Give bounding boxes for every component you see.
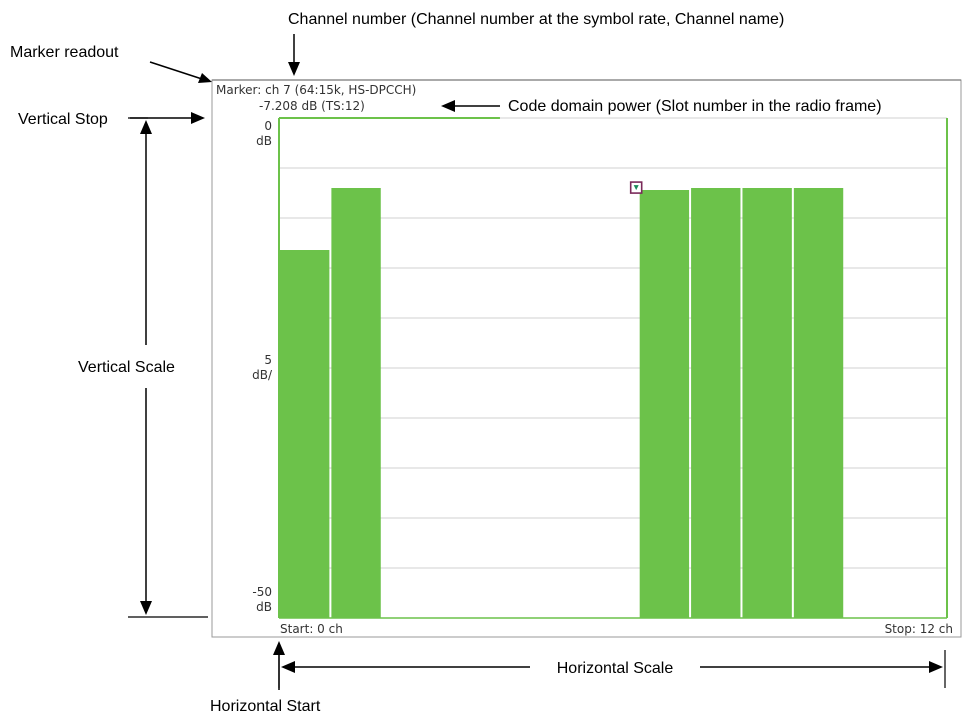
bar-ch-10 xyxy=(793,188,844,618)
vertical-bottom-unit: dB xyxy=(256,600,272,614)
vertical-top-value: 0 xyxy=(264,119,272,133)
channel-number-annotation: Channel number (Channel number at the sy… xyxy=(288,11,784,28)
stop-label: Stop: 12 ch xyxy=(885,622,953,636)
horizontal-start-annotation: Horizontal Start xyxy=(210,698,321,715)
bar-ch-7 xyxy=(639,190,690,618)
vertical-scale-arrowhead-top xyxy=(140,120,152,134)
bar-series xyxy=(280,188,844,618)
vertical-top-unit: dB xyxy=(256,134,272,148)
bar-ch-0 xyxy=(280,250,330,618)
vertical-stop-annotation: Vertical Stop xyxy=(18,111,108,128)
marker-readout-arrowhead xyxy=(198,73,212,83)
bar-ch-8 xyxy=(691,188,741,618)
start-label: Start: 0 ch xyxy=(280,622,343,636)
marker-readout-arrow xyxy=(149,61,203,80)
annotation-layer: Channel number (Channel number at the sy… xyxy=(10,11,946,715)
code-domain-power-arrowhead xyxy=(441,100,455,112)
horizontal-scale-arrowhead-right xyxy=(929,661,943,673)
marker-group xyxy=(629,181,643,194)
vertical-bottom-value: -50 xyxy=(252,585,272,599)
bar-ch-9 xyxy=(742,188,792,618)
vertical-scale-unit: dB/ xyxy=(252,368,273,382)
vertical-scale-annotation: Vertical Scale xyxy=(78,359,175,376)
code-domain-power-annotation: Code domain power (Slot number in the ra… xyxy=(508,98,882,115)
channel-number-arrowhead xyxy=(288,62,300,76)
marker-readout-annotation: Marker readout xyxy=(10,44,119,61)
horizontal-scale-annotation: Horizontal Scale xyxy=(557,660,674,677)
horizontal-scale-arrowhead-left xyxy=(281,661,295,673)
vertical-scale-value: 5 xyxy=(264,353,272,367)
marker-glyph xyxy=(633,185,639,191)
bar-ch-1 xyxy=(331,188,381,618)
vertical-scale-arrowhead-bottom xyxy=(140,601,152,615)
vertical-stop-arrowhead xyxy=(191,112,205,124)
horizontal-start-arrowhead xyxy=(273,641,285,655)
plot-frame xyxy=(278,117,948,619)
plot-area xyxy=(278,117,948,619)
power-readout: -7.208 dB (TS:12) xyxy=(259,99,365,113)
marker-readout: Marker: ch 7 (64:15k, HS-DPCCH) xyxy=(216,83,416,97)
